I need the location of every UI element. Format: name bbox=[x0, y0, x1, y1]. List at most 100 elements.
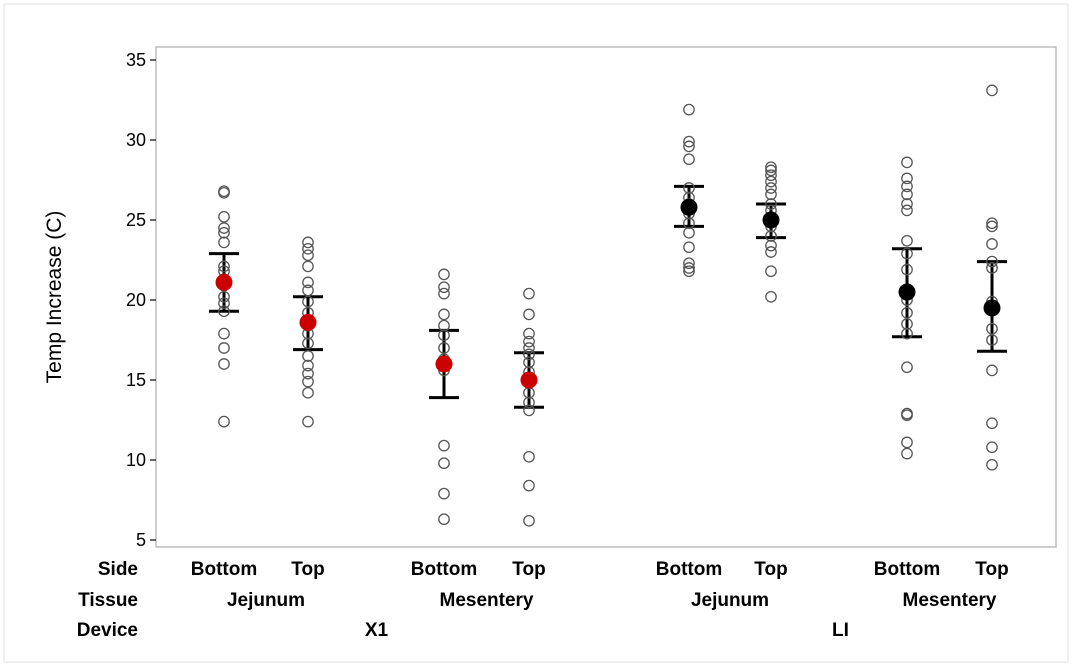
data-point bbox=[438, 457, 450, 470]
data-point bbox=[901, 361, 913, 374]
data-point bbox=[683, 262, 695, 274]
data-point bbox=[901, 436, 913, 449]
data-point bbox=[438, 319, 450, 332]
data-point bbox=[901, 198, 913, 210]
data-point bbox=[438, 281, 450, 294]
data-point bbox=[523, 514, 535, 527]
y-tick-label: 35 bbox=[126, 50, 146, 70]
data-point bbox=[218, 305, 230, 318]
data-point bbox=[986, 322, 998, 335]
y-axis-label: Temp Increase (C) bbox=[43, 211, 66, 384]
tissue-row-title: Tissue bbox=[78, 590, 138, 611]
data-point bbox=[765, 239, 777, 252]
data-point bbox=[901, 172, 913, 185]
data-point bbox=[523, 450, 535, 463]
mean-marker bbox=[983, 299, 1001, 317]
data-point bbox=[901, 318, 913, 330]
data-point bbox=[901, 263, 913, 276]
tissue-label: Mesentery bbox=[903, 590, 997, 611]
data-point bbox=[302, 337, 314, 350]
data-point bbox=[765, 230, 777, 242]
mean-markers bbox=[215, 198, 1001, 389]
data-point bbox=[218, 297, 230, 310]
side-label: Bottom bbox=[656, 559, 722, 580]
side-label: Top bbox=[512, 559, 545, 580]
data-point bbox=[218, 358, 230, 370]
data-point bbox=[302, 375, 314, 388]
data-point bbox=[218, 342, 230, 354]
side-label: Top bbox=[975, 559, 1008, 580]
y-tick-label: 25 bbox=[126, 210, 146, 230]
mean-marker bbox=[762, 211, 780, 229]
data-point bbox=[683, 217, 695, 230]
data-point bbox=[218, 327, 230, 340]
data-point bbox=[218, 210, 230, 223]
data-point bbox=[901, 188, 913, 201]
data-point bbox=[986, 417, 998, 430]
mean-marker bbox=[299, 313, 317, 331]
device-label: LI bbox=[832, 620, 849, 641]
data-point bbox=[683, 182, 695, 194]
data-point bbox=[302, 295, 314, 308]
data-point bbox=[683, 135, 695, 148]
data-point bbox=[523, 308, 535, 321]
side-label: Top bbox=[754, 559, 787, 580]
tissue-label: Mesentery bbox=[440, 590, 534, 611]
data-point bbox=[302, 415, 314, 428]
data-point bbox=[302, 284, 314, 297]
side-label: Top bbox=[291, 559, 324, 580]
data-point bbox=[683, 241, 695, 254]
mean-marker bbox=[898, 283, 916, 301]
data-point bbox=[986, 364, 998, 377]
data-point bbox=[765, 198, 777, 210]
device-row-title: Device bbox=[77, 620, 138, 641]
y-tick-label: 10 bbox=[126, 450, 146, 470]
data-point bbox=[523, 287, 535, 300]
y-tick-label: 15 bbox=[126, 370, 146, 390]
data-point bbox=[438, 487, 450, 500]
side-label: Bottom bbox=[874, 559, 940, 580]
data-point bbox=[438, 513, 450, 526]
data-point bbox=[523, 396, 535, 409]
data-point bbox=[302, 276, 314, 289]
data-point bbox=[901, 247, 913, 260]
tissue-label: Jejunum bbox=[691, 590, 769, 611]
data-point bbox=[523, 404, 535, 417]
data-point bbox=[523, 335, 535, 348]
data-point bbox=[218, 415, 230, 428]
mean-marker bbox=[680, 198, 698, 216]
data-point bbox=[218, 226, 230, 239]
data-point bbox=[302, 359, 314, 372]
data-point bbox=[986, 238, 998, 250]
data-point bbox=[765, 164, 777, 177]
data-point bbox=[986, 217, 998, 230]
data-point bbox=[218, 222, 230, 234]
data-point bbox=[901, 409, 913, 422]
data-point bbox=[438, 439, 450, 452]
y-axis: 5 10 15 20 25 30 35 bbox=[126, 50, 156, 550]
data-point bbox=[986, 441, 998, 454]
mean-marker bbox=[435, 355, 453, 373]
data-point bbox=[523, 356, 535, 369]
data-point bbox=[765, 290, 777, 303]
data-point bbox=[683, 103, 695, 116]
data-point bbox=[438, 287, 450, 300]
data-point bbox=[683, 265, 695, 278]
y-tick-label: 30 bbox=[126, 130, 146, 150]
data-point bbox=[302, 350, 314, 362]
data-point bbox=[438, 342, 450, 354]
side-row-title: Side bbox=[98, 559, 138, 580]
data-point bbox=[765, 175, 777, 188]
data-point bbox=[523, 342, 535, 354]
data-point bbox=[218, 260, 230, 273]
data-point bbox=[683, 140, 695, 153]
data-point bbox=[523, 348, 535, 361]
data-point bbox=[438, 329, 450, 342]
data-point bbox=[302, 249, 314, 262]
data-point bbox=[765, 246, 777, 258]
data-point bbox=[218, 236, 230, 249]
data-point bbox=[986, 84, 998, 97]
tissue-label: Jejunum bbox=[227, 590, 305, 611]
